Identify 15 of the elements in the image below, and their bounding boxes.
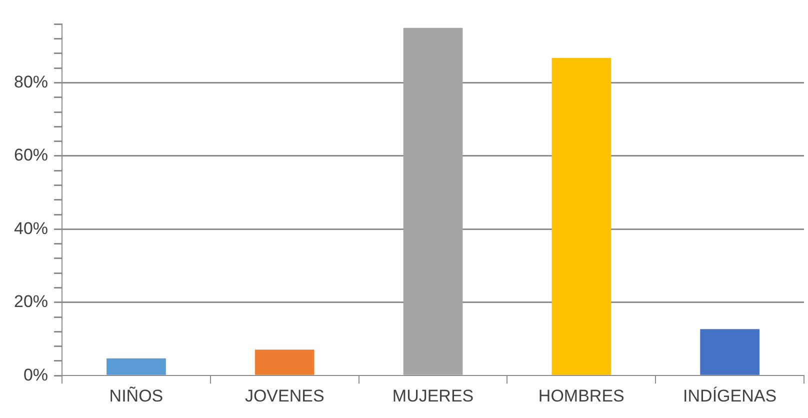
bar (552, 58, 612, 375)
x-tick-label: HOMBRES (538, 386, 624, 406)
bar (106, 358, 166, 375)
y-tick-label: 60% (14, 146, 48, 165)
x-tick-label: MUJERES (392, 386, 474, 406)
x-tick-label: NIÑOS (109, 386, 164, 406)
y-tick-label: 20% (14, 292, 48, 312)
bar (700, 329, 760, 375)
x-tick-label: JOVENES (244, 386, 324, 406)
x-tick-label: INDÍGENAS (683, 386, 777, 406)
bar (403, 28, 463, 375)
y-tick-label: 40% (14, 218, 48, 238)
bar (254, 350, 314, 375)
y-tick-label: 80% (14, 72, 48, 92)
y-tick-label: 0% (23, 365, 48, 384)
